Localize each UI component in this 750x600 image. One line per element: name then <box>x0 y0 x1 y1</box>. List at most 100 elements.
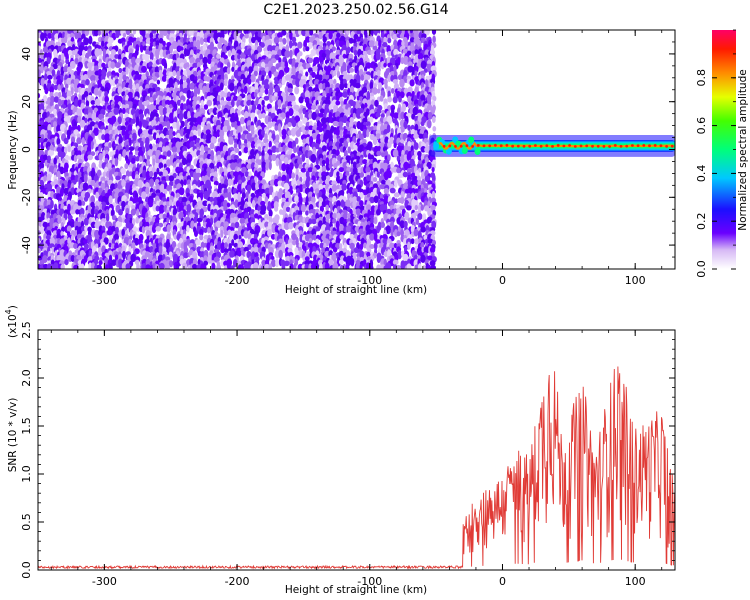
spectrogram-cell <box>415 217 420 225</box>
spectrogram-cell <box>69 32 75 39</box>
spectrogram-cell <box>289 31 293 41</box>
spectrogram-cell <box>81 200 86 206</box>
spectrogram-cell <box>84 45 89 52</box>
spectrogram-cell <box>118 153 122 162</box>
spectrogram-cell <box>40 32 45 42</box>
spectrogram-cell <box>101 40 105 48</box>
spectrogram-cell <box>432 35 436 44</box>
spectrogram-cell <box>44 87 49 95</box>
spectrogram-cell <box>199 37 204 45</box>
spectrogram-cell <box>253 70 258 77</box>
spectrogram-cell <box>172 70 177 77</box>
spectrogram-cell <box>67 49 73 56</box>
spectrogram-cell <box>294 86 300 95</box>
spectrogram-cell <box>94 98 101 107</box>
spectrogram-cell <box>233 30 238 40</box>
spectrogram-cell <box>237 54 241 60</box>
spectrogram-cell <box>189 56 196 65</box>
spectrogram-cell <box>212 136 217 144</box>
spectrogram-cell <box>387 37 392 44</box>
spectrogram-cell <box>177 242 182 249</box>
spectrogram-cell <box>182 70 188 77</box>
spectrogram-cell <box>135 156 140 162</box>
spectrogram-cell <box>274 79 280 85</box>
spectrogram-cell <box>135 83 140 90</box>
spectrogram-cell <box>110 61 116 69</box>
spectrogram-cell <box>118 67 123 74</box>
spectrogram-cell <box>380 31 385 39</box>
spectrogram-cell <box>151 30 157 34</box>
spectrogram-noise-region <box>38 30 437 269</box>
spectrogram-cell <box>391 88 395 94</box>
spectrogram-cell <box>137 179 143 188</box>
spectrogram-cell <box>432 126 437 132</box>
spectrogram-cell <box>373 216 378 225</box>
spectrogram-cell <box>128 146 135 152</box>
spectrogram-cell <box>274 206 279 212</box>
spectrogram-cell <box>189 74 196 82</box>
spectrogram-cell <box>347 146 352 154</box>
spectrogram-cell <box>117 48 122 57</box>
spectrogram-cell <box>205 138 212 144</box>
spectrogram-cell <box>290 127 297 137</box>
spectrogram-cell <box>227 49 232 57</box>
spectrogram-cell <box>69 209 76 215</box>
spectrogram-cell <box>114 78 120 86</box>
spectrogram-cell <box>112 77 116 87</box>
spectrogram-cell <box>273 71 279 77</box>
spectrogram-cell <box>312 65 319 72</box>
spectrogram-cell <box>178 187 185 196</box>
spectrogram-cell <box>311 218 317 225</box>
spectrogram-cell <box>362 159 368 165</box>
spectrogram-cell <box>343 83 349 89</box>
spectrogram-cell <box>360 74 365 81</box>
spectrogram-cell <box>281 78 286 86</box>
spectrogram-cell <box>192 62 198 68</box>
spectrogram-cell <box>342 71 348 76</box>
spectrogram-cell <box>227 61 231 69</box>
spectrogram-cell <box>274 125 279 131</box>
spectrogram-cell <box>243 63 250 68</box>
spectrogram-cell <box>247 78 252 85</box>
spectrogram-cell <box>40 77 45 87</box>
spectrogram-cell <box>168 71 174 77</box>
spectrogram-cell <box>393 48 399 56</box>
spectrogram-cell <box>122 107 126 114</box>
spectrogram-cell <box>333 78 337 85</box>
spectrogram-cell <box>91 55 97 61</box>
spectrogram-cell <box>77 32 82 40</box>
spectrogram-cell <box>400 196 405 204</box>
spectrogram-cell <box>189 82 196 90</box>
spectrogram-cell <box>305 46 310 52</box>
spectrogram-cell <box>248 66 254 73</box>
spectrogram-cell <box>226 67 231 75</box>
spectrogram-cell <box>115 175 121 181</box>
spectrogram-cell <box>56 78 63 88</box>
spectrogram-cell <box>243 30 250 35</box>
spectrogram-cell <box>240 52 246 61</box>
spectrogram-cell <box>239 116 245 125</box>
spectrogram-cell <box>418 31 423 40</box>
spectrogram-cell <box>108 142 112 149</box>
spectrogram-cell <box>60 52 65 62</box>
spectrogram-cell <box>392 79 399 84</box>
spectrogram-cell <box>356 36 361 43</box>
spectrogram-cell <box>244 33 250 39</box>
spectrogram-cell <box>332 247 338 253</box>
spectrogram-cell <box>251 199 256 208</box>
spectrogram-cell <box>203 227 208 233</box>
spectrogram-cell <box>63 137 69 145</box>
spectrogram-cell <box>328 163 333 169</box>
spectrogram-cell <box>220 62 224 68</box>
spectrogram-cell <box>376 208 381 216</box>
spectrogram-cell <box>166 159 172 167</box>
spectrogram-cell <box>368 40 375 48</box>
spectrogram-cell <box>406 205 412 211</box>
spectrogram-cell <box>264 88 269 95</box>
spectrogram-cell <box>305 210 309 216</box>
spectrogram-cell <box>117 86 123 95</box>
spectrogram-cell <box>209 142 215 150</box>
spectrogram-cell <box>66 77 72 86</box>
spectrogram-cell <box>83 217 89 226</box>
spectrogram-cell <box>398 96 402 103</box>
